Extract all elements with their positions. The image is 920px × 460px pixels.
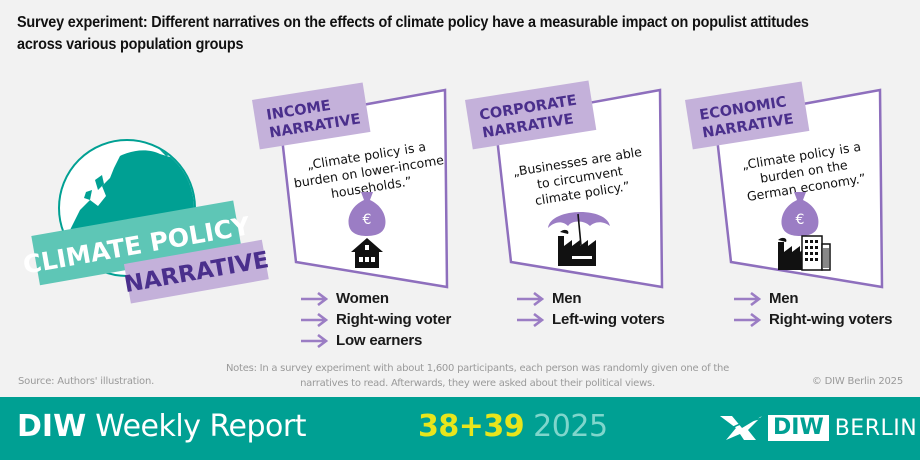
arrow-right-icon (734, 291, 761, 306)
copyright: © DIW Berlin 2025 (811, 376, 903, 387)
narrative-card-economic: ECONOMIC NARRATIVE „Climate policy is a … (685, 81, 884, 289)
issue-number: 38+39 2025 (418, 409, 608, 444)
narrative-card-corporate: CORPORATE NARRATIVE „Businesses are able… (464, 80, 664, 289)
footer-bar: DIW Weekly Report 38+39 2025 DIW BERLIN (0, 397, 920, 460)
money-bag-on-factory-icon: € (778, 192, 831, 271)
diw-logo-mark-icon (720, 416, 763, 440)
effect-item: Low earners (300, 330, 451, 351)
arrow-right-icon (301, 291, 328, 306)
arrow-right-icon (517, 291, 544, 306)
effects-list-corporate: Men Left-wing voters (516, 288, 665, 330)
narrative-card-income: INCOME NARRATIVE „Climate policy is a bu… (252, 82, 449, 289)
effect-item: Men (516, 288, 665, 309)
arrow-right-icon (734, 312, 761, 327)
effect-item: Left-wing voters (516, 309, 665, 330)
arrow-right-icon (301, 312, 328, 327)
notes-text: Notes: In a survey experiment with about… (225, 363, 730, 389)
source-note: Source: Authors' illustration. (18, 376, 155, 387)
arrow-right-icon (301, 333, 328, 348)
effect-item: Right-wing voter (300, 309, 451, 330)
effect-item: Right-wing voters (733, 309, 892, 330)
svg-text:€: € (796, 212, 805, 228)
page-title: Survey experiment: Different narratives … (17, 14, 809, 53)
climate-policy-emblem: CLIMATE POLICY NARRATIVE (21, 139, 271, 304)
publication-name: DIW Weekly Report (17, 409, 306, 444)
arrow-right-icon (517, 312, 544, 327)
money-bag-on-house-icon: € (348, 192, 386, 268)
effect-item: Men (733, 288, 892, 309)
umbrella-over-factory-icon (548, 211, 610, 266)
diw-berlin-logo: DIW BERLIN (718, 413, 917, 443)
effect-item: Women (300, 288, 451, 309)
effects-list-economic: Men Right-wing voters (733, 288, 892, 330)
effects-list-income: Women Right-wing voter Low earners (300, 288, 451, 351)
svg-text:€: € (363, 212, 372, 228)
